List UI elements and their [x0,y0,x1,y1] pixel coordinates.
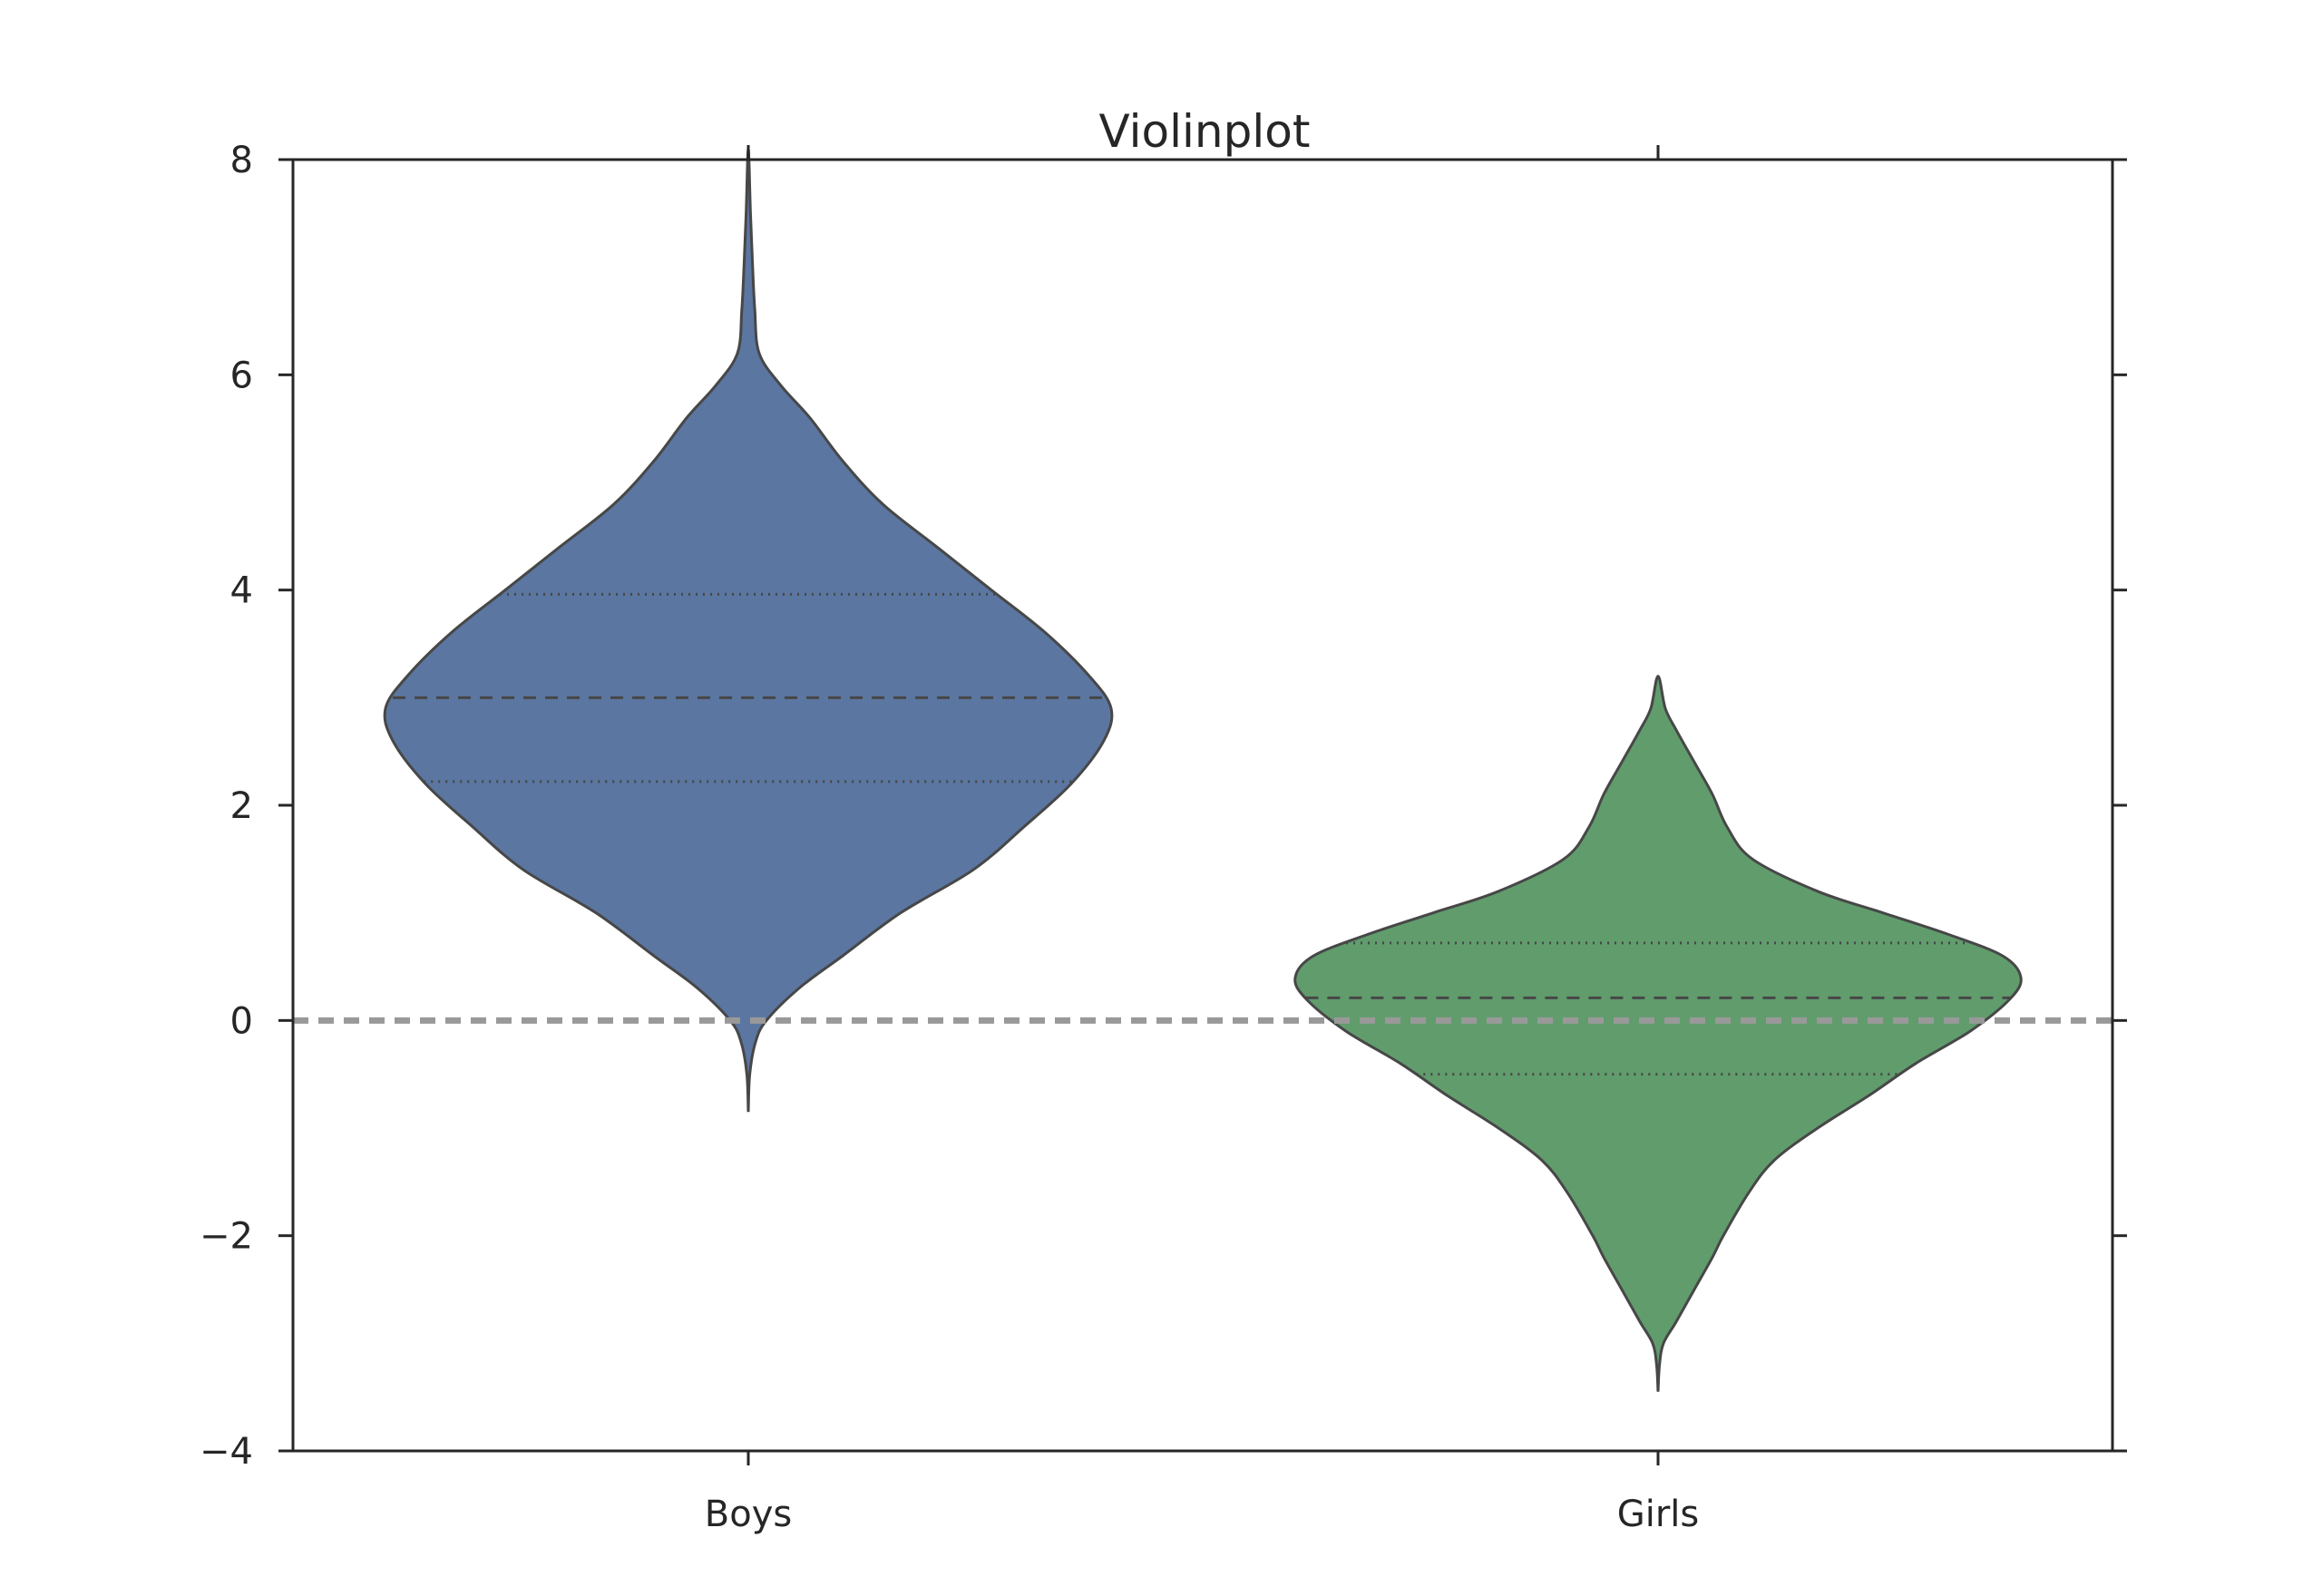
y-tick-label: 6 [230,355,253,396]
y-tick-label: −4 [200,1431,253,1473]
x-tick-label-girls: Girls [1617,1494,1700,1535]
chart-title: Violinplot [1099,105,1311,158]
y-tick-label: 4 [230,570,253,612]
ticks-layer: −4 −2 0 2 4 6 8 Boys Girls [200,140,2127,1535]
y-tick-label: 2 [230,785,253,827]
violins-layer [383,147,2023,1392]
y-tick-label: 8 [230,140,253,181]
violin-body-boys [383,147,1114,1113]
y-tick-label: 0 [230,1000,253,1042]
violin-body-girls [1293,675,2023,1392]
x-tick-label-boys: Boys [705,1494,792,1535]
y-tick-label: −2 [200,1216,253,1258]
